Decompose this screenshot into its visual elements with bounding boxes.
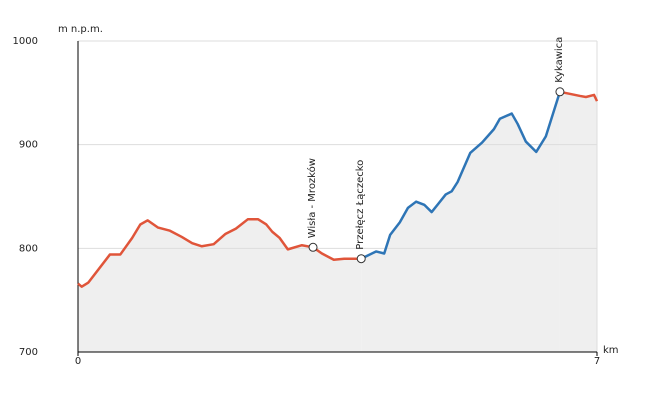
y-tick-label: 700 (19, 347, 38, 358)
line (559, 90, 599, 102)
area (559, 91, 597, 353)
area (78, 219, 362, 352)
y-axis-label: m n.p.m. (58, 24, 103, 35)
line (77, 218, 362, 288)
y-tick-label: 800 (19, 243, 38, 254)
marker (555, 87, 565, 97)
line (360, 91, 562, 260)
x-tick-label: 7 (594, 356, 600, 367)
x-tick-label: 0 (75, 356, 81, 367)
annotation: Przełęcz Łączecko (355, 160, 366, 250)
annotation: Wisła - Mrozków (306, 158, 318, 238)
y-tick-label: 1000 (13, 36, 38, 47)
marker (356, 254, 366, 264)
annotation: Kykawica (554, 37, 565, 83)
area (361, 91, 560, 353)
x-axis-label: km (603, 345, 619, 356)
y-tick-label: 900 (19, 140, 38, 151)
marker (308, 242, 318, 252)
